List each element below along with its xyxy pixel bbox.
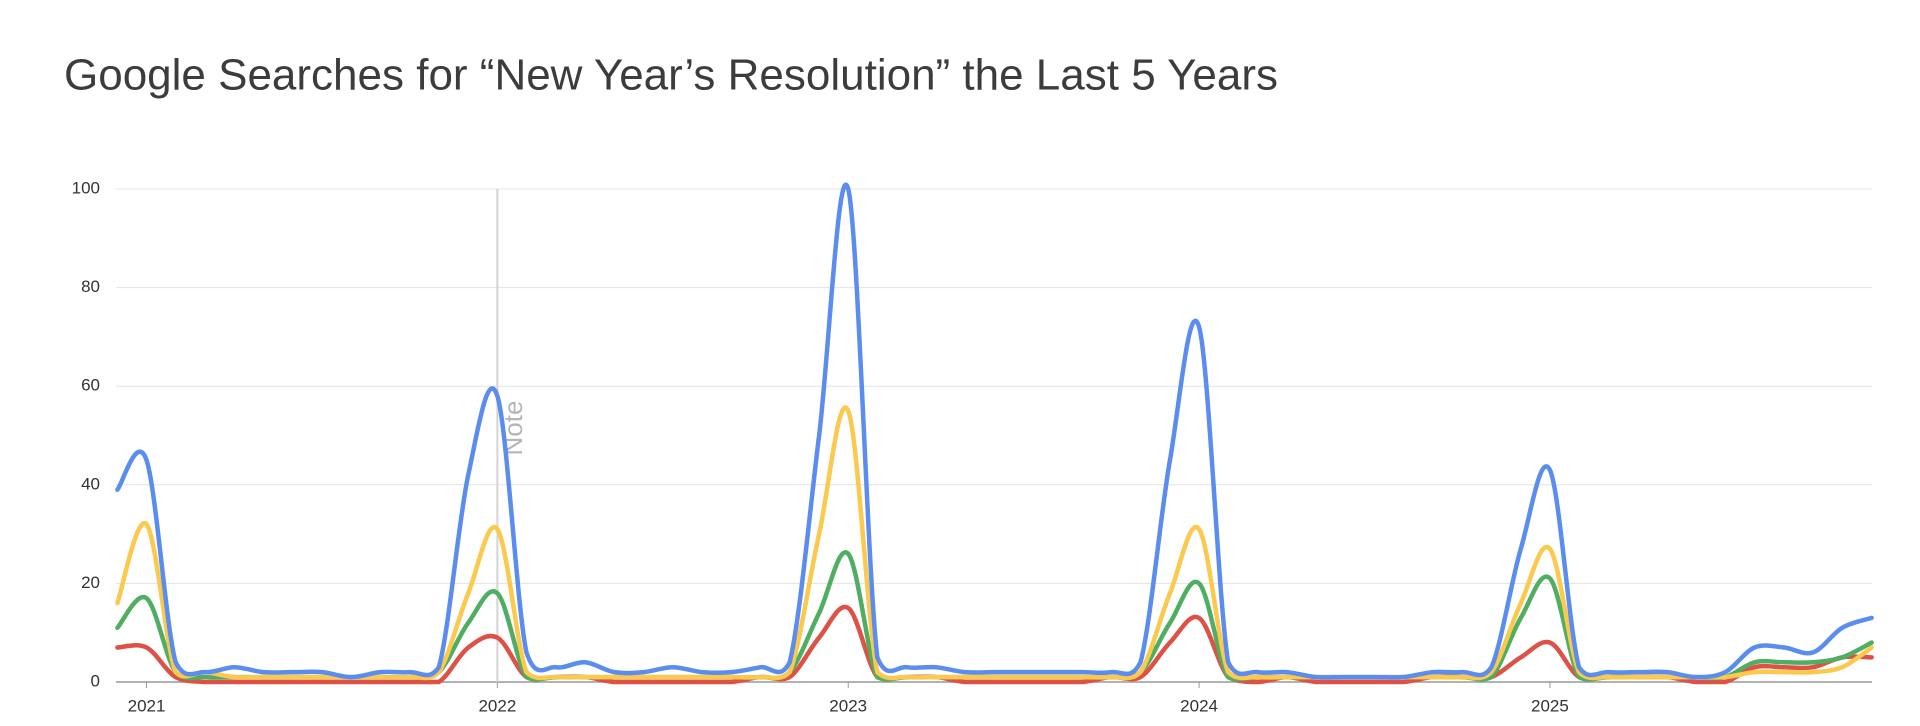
series-line <box>115 550 1874 682</box>
y-tick-label: 20 <box>81 573 100 592</box>
y-tick-label: 60 <box>81 376 100 395</box>
y-tick-label: 0 <box>91 671 100 690</box>
x-tick-label: 2023 <box>829 696 867 715</box>
series-line <box>115 182 1874 680</box>
y-tick-label: 40 <box>81 474 100 493</box>
x-tick-label: 2024 <box>1180 696 1218 715</box>
series-line <box>115 405 1874 681</box>
x-tick-label: 2022 <box>478 696 516 715</box>
y-tick-label: 80 <box>81 277 100 296</box>
y-tick-label: 100 <box>72 178 100 197</box>
x-tick-label: 2021 <box>128 696 166 715</box>
chart-title: Google Searches for “New Year’s Resoluti… <box>64 51 1278 100</box>
x-tick-label: 2025 <box>1531 696 1569 715</box>
